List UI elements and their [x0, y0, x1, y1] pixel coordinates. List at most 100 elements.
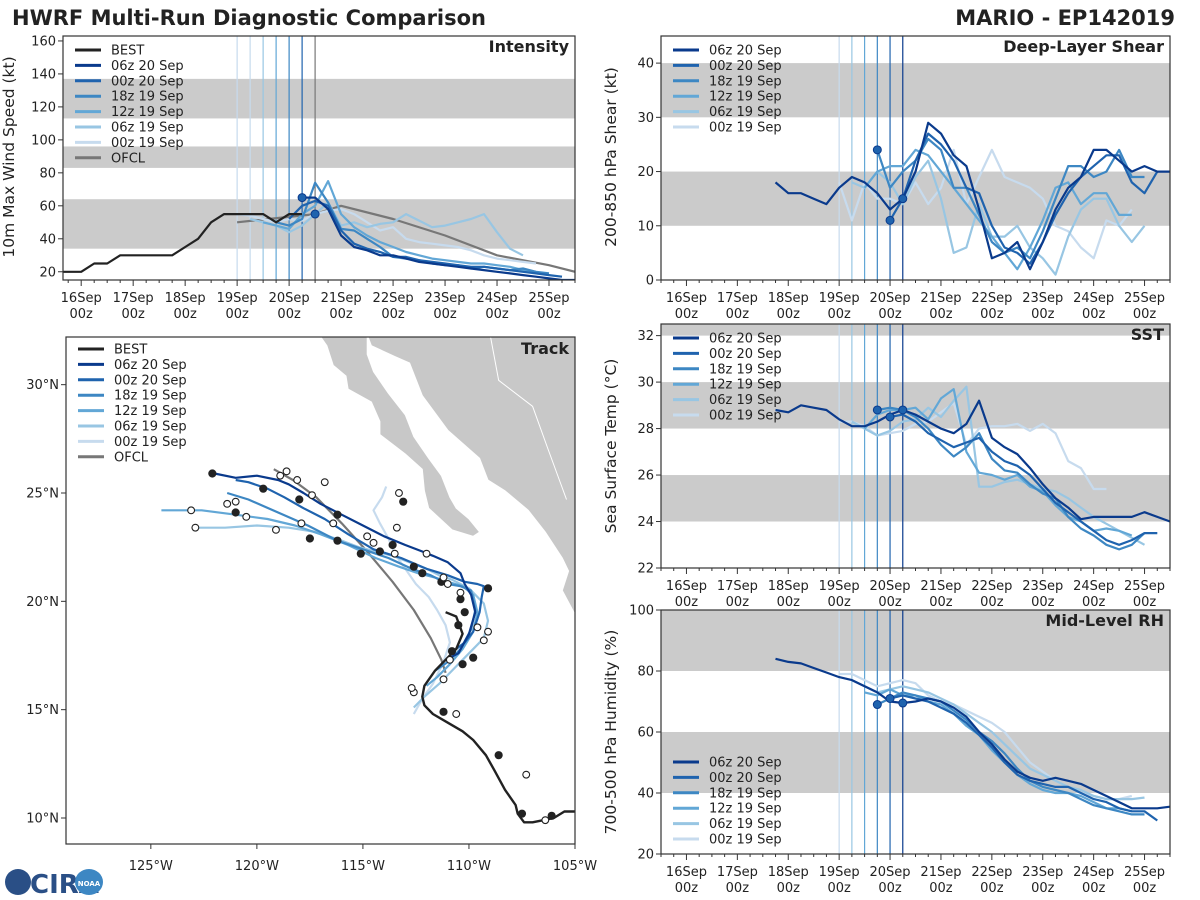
- track-marker-12z: [242, 512, 251, 521]
- track-marker-12z: [231, 497, 240, 506]
- legend-label: 06z 20 Sep: [709, 332, 782, 347]
- legend-label: 06z 20 Sep: [709, 756, 782, 771]
- track-marker-00z: [418, 569, 427, 578]
- track-marker-12z: [390, 549, 399, 558]
- x-tick-label-day: 21Sep: [920, 579, 961, 594]
- legend-label: 06z 19 Sep: [709, 393, 782, 408]
- category-band: [661, 324, 1170, 336]
- series-line-12z-19-sep: [863, 148, 1132, 271]
- legend-label: 12z 19 Sep: [111, 105, 184, 120]
- x-tick-label-day: 17Sep: [717, 291, 758, 306]
- track-marker-12z: [369, 538, 378, 547]
- legend-label: 12z 19 Sep: [709, 378, 782, 393]
- x-tick-label: 120°W: [235, 859, 279, 874]
- legend-label: 00z 19 Sep: [709, 833, 782, 848]
- category-band: [661, 171, 1170, 226]
- x-tick-label-day: 23Sep: [1022, 291, 1063, 306]
- legend-label: 18z 19 Sep: [709, 74, 782, 89]
- x-tick-label-hour: 00z: [878, 881, 902, 896]
- x-tick-label-hour: 00z: [1133, 595, 1157, 610]
- x-tick-label-hour: 00z: [329, 307, 353, 322]
- axes-frame: [62, 35, 576, 281]
- x-tick-label-day: 24Sep: [1073, 579, 1114, 594]
- legend-label: 00z 20 Sep: [709, 771, 782, 786]
- y-tick-label: 20°N: [26, 595, 59, 610]
- track-line-12z-19-sep: [161, 509, 479, 687]
- y-tick-label: 0: [646, 274, 654, 289]
- series-line-18z-19-sep: [876, 691, 1145, 816]
- series-line-06z-19-sep: [851, 679, 1145, 801]
- legend-label: 12z 19 Sep: [114, 404, 187, 419]
- legend-label: OFCL: [111, 151, 146, 166]
- track-marker-12z: [452, 710, 461, 718]
- y-tick-label: 32: [637, 329, 654, 344]
- x-tick-label-hour: 00z: [1031, 595, 1055, 610]
- storm-id: MARIO - EP142019: [955, 6, 1175, 30]
- series-line-06z-19-sep: [851, 385, 1146, 546]
- y-tick-label: 40: [39, 232, 56, 247]
- figure-title: HWRF Multi-Run Diagnostic Comparison: [12, 6, 486, 30]
- series-line-00z-20-sep: [889, 694, 1158, 822]
- x-tick-label: 110°W: [447, 859, 491, 874]
- series-line-06z-20-sep: [775, 657, 1170, 810]
- track-marker-12z: [407, 684, 416, 692]
- track-marker-12z: [392, 523, 401, 532]
- x-tick-label: 105°W: [553, 859, 597, 874]
- x-tick-label-hour: 00z: [1082, 881, 1106, 896]
- y-tick-label: 40: [637, 787, 654, 802]
- sst-panel: 22242628303216Sep00z17Sep00z18Sep00z19Se…: [602, 323, 1171, 610]
- y-tick-label: 25°N: [26, 487, 59, 502]
- category-band: [63, 78, 575, 119]
- legend-label: 12z 19 Sep: [709, 802, 782, 817]
- y-tick-label: 30: [637, 111, 654, 126]
- x-tick-label-hour: 00z: [485, 307, 509, 322]
- noaa-logo-text: NOAA: [78, 880, 101, 888]
- legend-label: BEST: [111, 44, 144, 59]
- x-tick-label-day: 24Sep: [1073, 291, 1114, 306]
- init-marker: [898, 194, 908, 204]
- y-tick-label: 30: [637, 376, 654, 391]
- x-tick-label-day: 19Sep: [819, 291, 860, 306]
- init-marker: [310, 209, 320, 219]
- legend-label: 18z 19 Sep: [709, 786, 782, 801]
- x-tick-label-hour: 00z: [1133, 881, 1157, 896]
- mainland-land: [367, 337, 575, 615]
- x-tick-label-hour: 00z: [1031, 307, 1055, 322]
- init-marker: [297, 193, 307, 203]
- track-marker-12z: [363, 532, 372, 541]
- category-band: [63, 199, 575, 249]
- x-tick-label-hour: 00z: [777, 881, 801, 896]
- x-tick-label-day: 16Sep: [666, 291, 707, 306]
- x-tick-label-hour: 00z: [726, 881, 750, 896]
- noaa-logo-icon: [75, 869, 103, 895]
- legend-label: 06z 20 Sep: [709, 44, 782, 59]
- x-tick-label-day: 21Sep: [920, 865, 961, 880]
- x-tick-label-hour: 00z: [777, 595, 801, 610]
- x-tick-label-hour: 00z: [1082, 307, 1106, 322]
- series-line-00z-20-sep: [889, 413, 1158, 546]
- x-tick-label: 125°W: [129, 859, 173, 874]
- legend-label: 06z 19 Sep: [709, 817, 782, 832]
- y-tick-label: 28: [637, 422, 654, 437]
- panel-title: Track: [521, 339, 569, 358]
- track-marker-00z: [469, 653, 478, 662]
- x-tick-label-day: 23Sep: [425, 291, 466, 306]
- track-marker-12z: [422, 549, 431, 558]
- x-tick-label-hour: 00z: [277, 307, 301, 322]
- plot-area: [661, 324, 1170, 568]
- x-tick-label-day: 18Sep: [165, 291, 206, 306]
- x-tick-label-hour: 00z: [929, 881, 953, 896]
- track-line-best: [421, 611, 575, 824]
- track-marker-00z: [399, 497, 408, 506]
- category-band: [661, 610, 1170, 671]
- y-axis-label: 700-500 hPa Humidity (%): [602, 630, 620, 835]
- legend-label: 12z 19 Sep: [709, 90, 782, 105]
- track-line-00z-20-sep: [235, 478, 485, 650]
- track-marker-12z: [456, 588, 465, 597]
- legend-label: 00z 19 Sep: [114, 435, 187, 450]
- track-marker-12z: [308, 491, 316, 500]
- panel-title: Deep-Layer Shear: [1003, 37, 1164, 56]
- y-tick-label: 30°N: [26, 378, 59, 393]
